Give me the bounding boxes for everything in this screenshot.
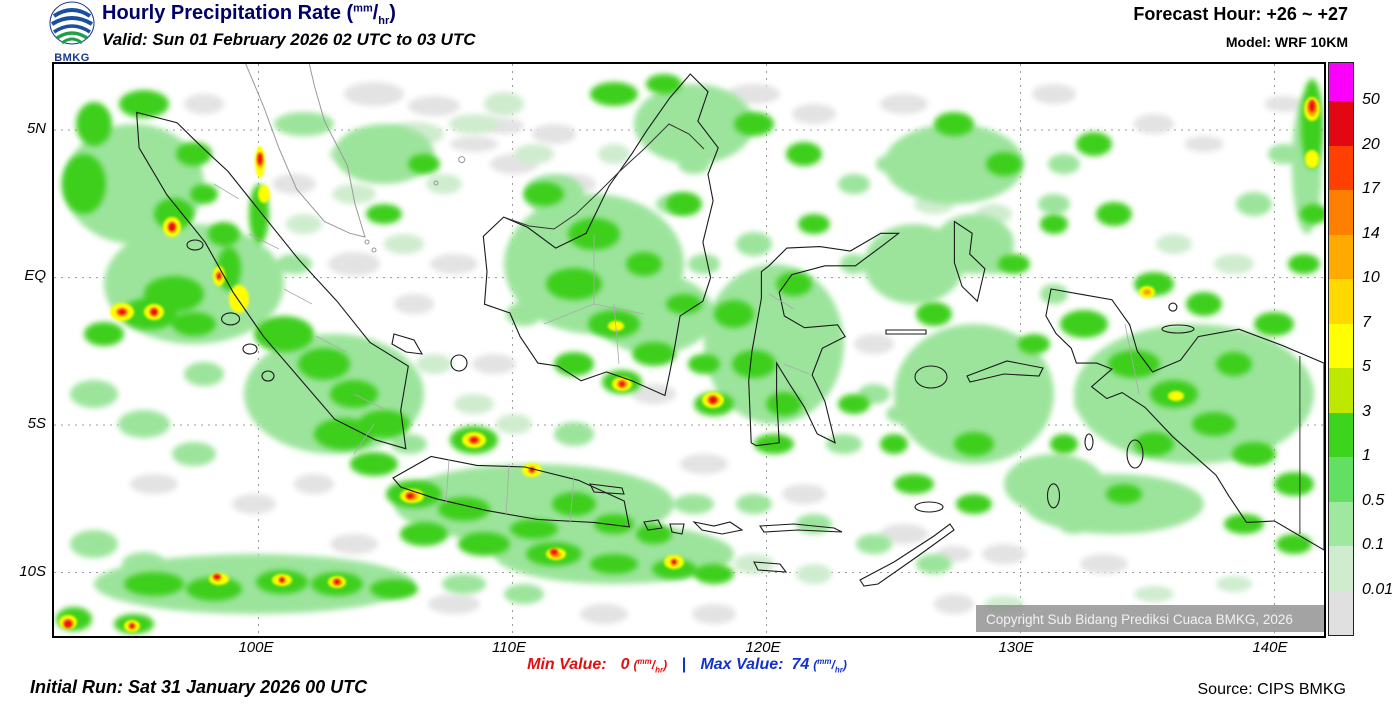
lon-label-140E: 140E — [1252, 639, 1288, 656]
coastline-java — [392, 455, 630, 528]
coastline-sumatra — [135, 111, 409, 450]
bmkg-logo: BMKG — [46, 1, 98, 64]
max-value: Max Value: 74 (mm/hr) — [700, 656, 847, 675]
bmkg-logo-icon — [49, 1, 95, 45]
legend-block-11 — [1329, 546, 1353, 591]
coastline-timor — [859, 523, 955, 587]
legend-value-17: 17 — [1362, 180, 1380, 197]
lat-label-5S: 5S — [27, 415, 46, 432]
lon-label-100E: 100E — [238, 639, 274, 656]
island-aru — [1126, 439, 1144, 469]
legend-block-3 — [1329, 190, 1353, 235]
legend-block-9 — [1329, 457, 1353, 502]
legend-block-7 — [1329, 368, 1353, 413]
island-singapore — [364, 239, 370, 245]
coastline-kalimantan — [482, 73, 719, 397]
legend-block-1 — [1329, 101, 1353, 146]
island-kai — [1084, 433, 1094, 451]
coastline-sulawesi — [748, 232, 901, 447]
coastline-belitung — [450, 354, 468, 372]
coastline-papua — [1045, 288, 1324, 551]
coastline-lombok — [669, 523, 685, 535]
island-wetar — [914, 501, 944, 513]
lat-label-5N: 5N — [26, 120, 46, 137]
min-value: Min Value: 0 (mm/hr) — [527, 656, 668, 675]
coastlines-foreign — [245, 64, 466, 253]
precip-layer-trace — [130, 82, 1304, 624]
country-borders — [503, 123, 1301, 534]
copyright-box: Copyright Sub Bidang Prediksi Cuaca BMKG… — [976, 605, 1324, 632]
island-natuna — [458, 156, 466, 164]
bmkg-logo-text: BMKG — [54, 52, 90, 64]
title-unit: (mm/hr) — [346, 2, 396, 27]
legend-value-50: 50 — [1362, 91, 1380, 108]
map-plot-area: Copyright Sub Bidang Prediksi Cuaca BMKG… — [52, 62, 1326, 638]
legend-block-0 — [1329, 63, 1353, 101]
coastline-flores — [759, 523, 843, 533]
page-title: Hourly Precipitation Rate (mm/hr) — [102, 2, 396, 27]
border-kalimantan — [503, 123, 705, 230]
copyright-text: Copyright Sub Bidang Prediksi Cuaca BMKG… — [986, 612, 1293, 627]
lon-label-130E: 130E — [998, 639, 1034, 656]
legend-block-5 — [1329, 279, 1353, 324]
title-text: Hourly Precipitation Rate — [102, 2, 341, 24]
legend-block-2 — [1329, 145, 1353, 190]
indonesia-precipitation-map: Copyright Sub Bidang Prediksi Cuaca BMKG… — [54, 64, 1324, 636]
legend-value-0.1: 0.1 — [1362, 536, 1385, 553]
legend-value-1: 1 — [1362, 447, 1371, 464]
legend-value-10: 10 — [1362, 269, 1380, 286]
legend-block-12 — [1329, 590, 1353, 635]
legend-value-5: 5 — [1362, 358, 1371, 375]
initial-run: Initial Run: Sat 31 January 2026 00 UTC — [30, 677, 368, 697]
coastline-seram — [966, 360, 1044, 383]
coastline-madura — [589, 483, 625, 495]
coastline-halmahera — [953, 220, 986, 303]
island-siberut — [221, 312, 241, 326]
legend-value-7: 7 — [1362, 313, 1371, 331]
legend-block-10 — [1329, 501, 1353, 546]
precip-layer-light — [64, 84, 1322, 614]
data-source: Source: CIPS BMKG — [1197, 681, 1347, 698]
lon-label-110E: 110E — [492, 639, 526, 656]
legend-block-4 — [1329, 234, 1353, 279]
coastline-malay-peninsula — [245, 64, 366, 238]
minmax-separator: | — [681, 656, 686, 673]
legend-colorbar: 50 20 17 14 10 7 5 3 1 0.5 0.1 0.01 — [1328, 62, 1393, 636]
coastline-bangka — [391, 333, 424, 355]
forecast-hour: Forecast Hour: +26 ~ +27 — [1133, 4, 1348, 24]
island-mentawai — [242, 343, 258, 355]
coastline-bali — [643, 519, 663, 531]
island-anambas — [433, 180, 439, 186]
island-yapen — [1161, 324, 1195, 334]
island-sula — [885, 329, 927, 335]
legend-block-8 — [1329, 412, 1353, 457]
island-nias — [186, 239, 204, 251]
legend-value-0.5: 0.5 — [1362, 491, 1385, 509]
island-tanimbar — [1046, 483, 1061, 509]
legend-block-6 — [1329, 323, 1353, 368]
lat-label-EQ: EQ — [24, 267, 46, 284]
precip-layer-verylight — [286, 92, 1254, 612]
island-riau — [371, 247, 377, 253]
legend-value-14: 14 — [1362, 224, 1380, 242]
island-biak — [1168, 302, 1178, 312]
minmax-line: Min Value: 0 (mm/hr) | Max Value: 74 (mm/hr) — [52, 656, 1322, 674]
lon-label-120E: 120E — [745, 639, 781, 656]
coastline-sumba — [753, 561, 788, 573]
model-name: Model: WRF 10KM — [1225, 34, 1348, 50]
coastlines-indonesia — [135, 73, 1324, 587]
coastline-sumbawa — [692, 521, 744, 535]
legend-value-20: 20 — [1362, 135, 1380, 153]
valid-time: Valid: Sun 01 February 2026 02 UTC to 03… — [102, 30, 476, 49]
province-borders — [213, 183, 1140, 525]
island-pagai — [261, 370, 275, 382]
coastline-buru — [914, 365, 948, 389]
precip-layer-extreme — [64, 100, 1315, 629]
lat-label-10S: 10S — [19, 563, 46, 580]
legend-value-0.01: 0.01 — [1362, 580, 1394, 598]
legend-value-3: 3 — [1362, 402, 1371, 420]
